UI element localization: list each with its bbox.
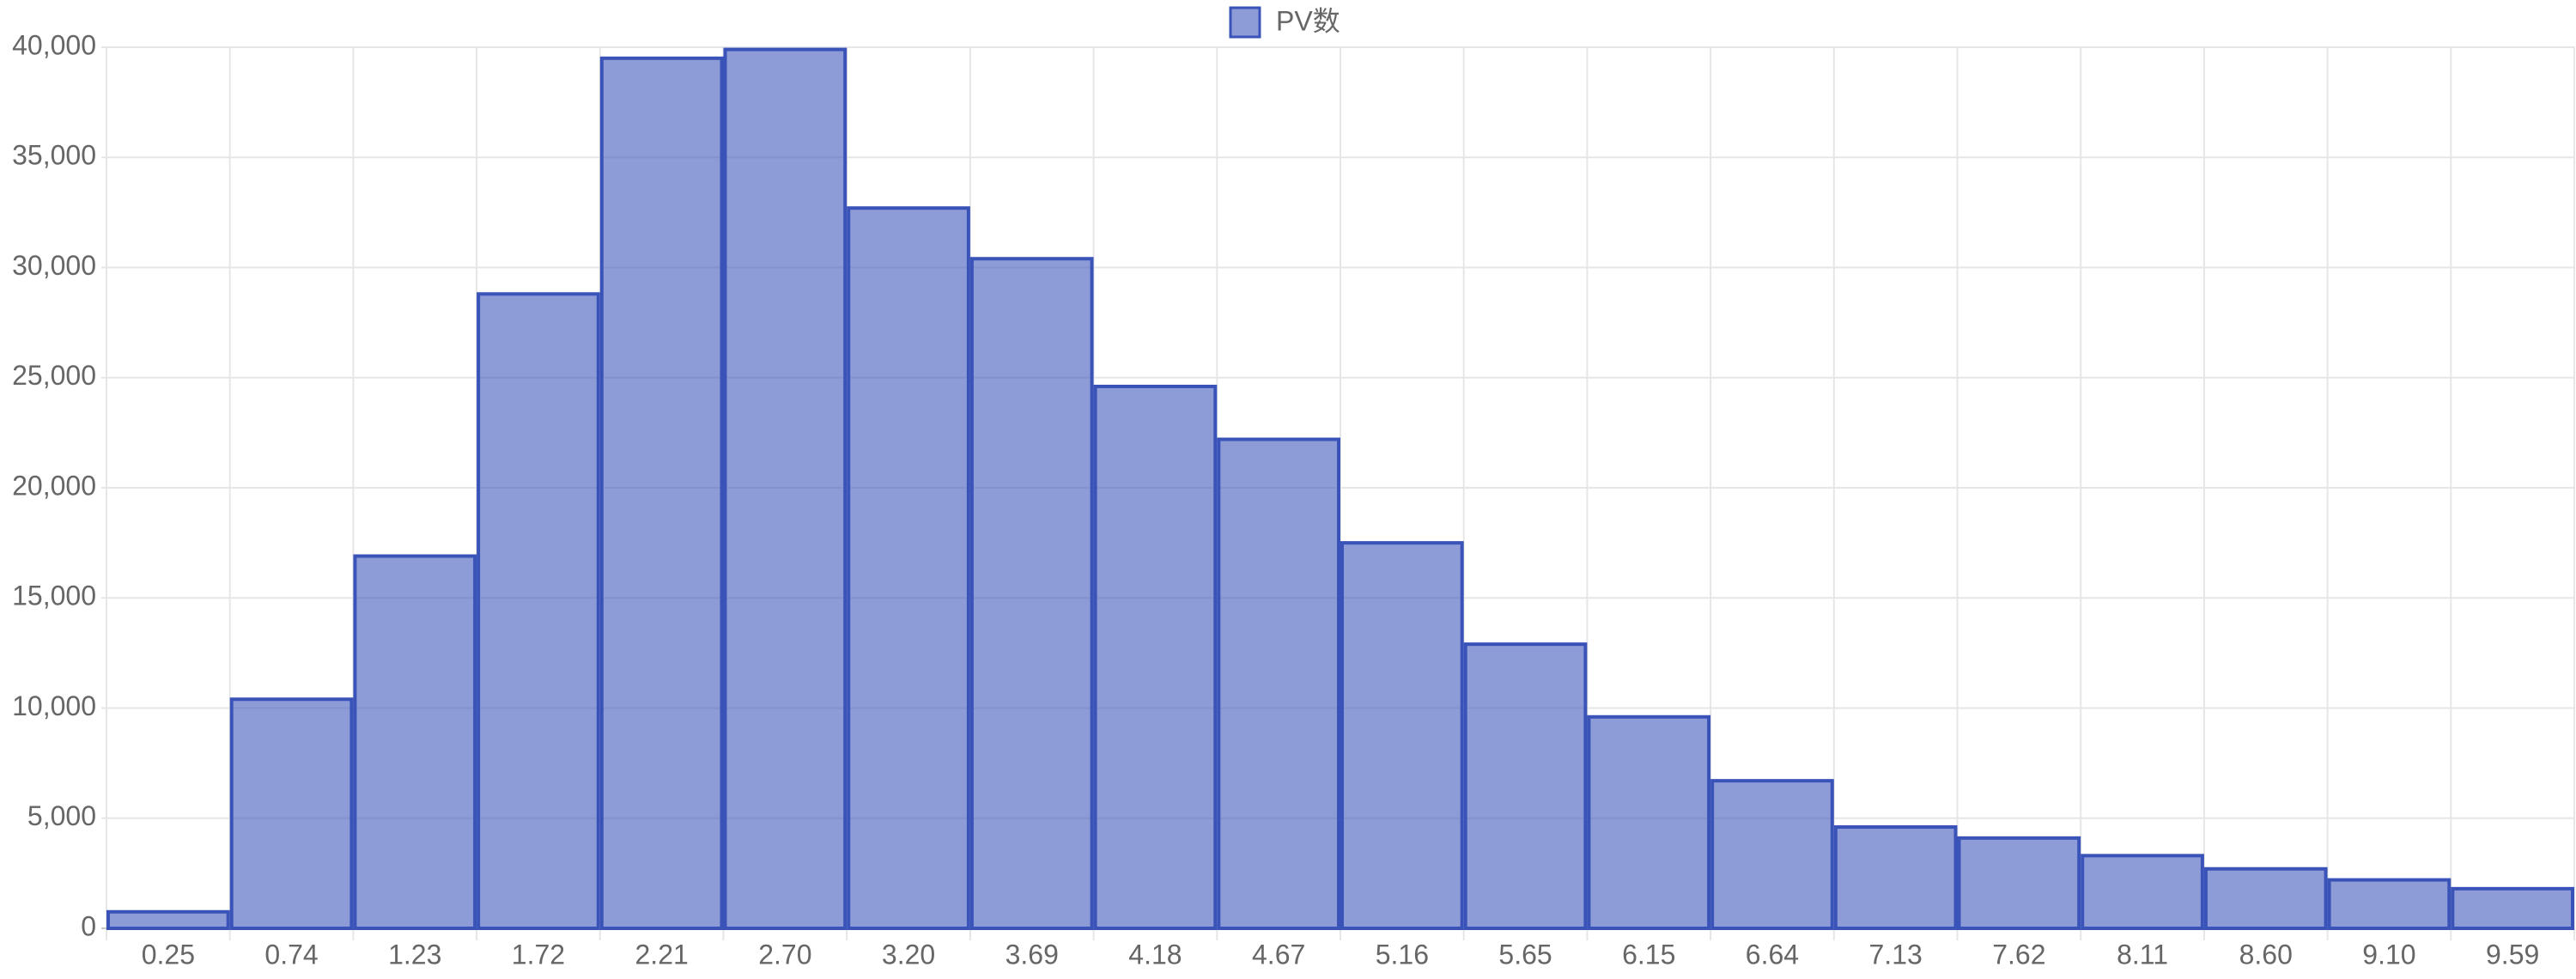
- bar: [477, 292, 600, 930]
- x-tick-label: 3.69: [1005, 939, 1059, 970]
- y-tick-label: 20,000: [12, 470, 96, 501]
- y-tick-label: 30,000: [12, 250, 96, 281]
- bar: [229, 697, 354, 930]
- x-tick-label: 7.13: [1869, 939, 1923, 970]
- x-tick-label: 9.10: [2362, 939, 2415, 970]
- x-tick-label: 8.60: [2239, 939, 2293, 970]
- bar: [1463, 642, 1588, 930]
- bar: [969, 257, 1094, 930]
- bar: [1093, 385, 1218, 930]
- bar: [1957, 836, 2081, 931]
- x-tick-label: 1.72: [512, 939, 565, 970]
- x-tick-label: 7.62: [1992, 939, 2045, 970]
- bar: [353, 554, 477, 930]
- x-tick-label: 5.16: [1376, 939, 1429, 970]
- bar: [847, 206, 970, 930]
- x-tick-label: 2.21: [635, 939, 689, 970]
- bar: [2203, 867, 2328, 930]
- bar: [1710, 779, 1834, 931]
- x-tick-label: 8.11: [2117, 939, 2168, 970]
- x-tick-label: 4.67: [1252, 939, 1305, 970]
- x-tick-label: 3.20: [882, 939, 935, 970]
- x-tick-label: 2.70: [758, 939, 811, 970]
- y-tick-label: 40,000: [12, 29, 96, 60]
- y-tick-label: 0: [81, 910, 96, 941]
- bar: [1833, 825, 1958, 931]
- y-tick-label: 35,000: [12, 140, 96, 171]
- bar: [2327, 878, 2451, 930]
- x-tick-label: 0.25: [142, 939, 195, 970]
- y-tick-label: 10,000: [12, 690, 96, 721]
- legend-label: PV数: [1276, 5, 1340, 36]
- bar: [599, 56, 724, 930]
- bar: [1340, 541, 1464, 930]
- y-tick-label: 5,000: [27, 800, 96, 831]
- x-tick-label: 6.64: [1746, 939, 1799, 970]
- bar: [1587, 714, 1711, 931]
- bar: [2081, 854, 2204, 930]
- x-tick-label: 1.23: [388, 939, 441, 970]
- x-tick-label: 6.15: [1622, 939, 1675, 970]
- x-tick-label: 9.59: [2486, 939, 2539, 970]
- bar: [1217, 437, 1341, 930]
- y-tick-label: 25,000: [12, 360, 96, 391]
- bar: [723, 47, 848, 930]
- bar: [2451, 886, 2575, 930]
- legend-swatch: [1229, 6, 1261, 39]
- x-tick-label: 5.65: [1498, 939, 1552, 970]
- x-tick-label: 0.74: [264, 939, 318, 970]
- bar: [106, 909, 230, 930]
- x-tick-label: 4.18: [1128, 939, 1182, 970]
- y-tick-label: 15,000: [12, 581, 96, 611]
